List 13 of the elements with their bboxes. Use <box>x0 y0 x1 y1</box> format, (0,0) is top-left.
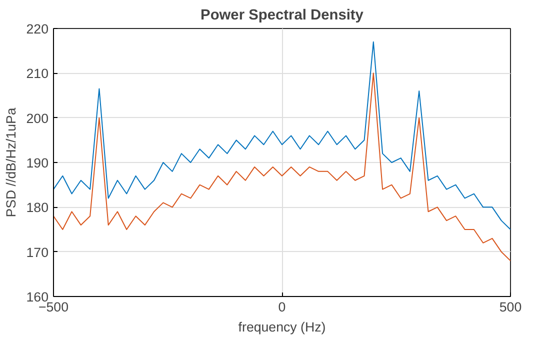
y-tick-label: 180 <box>26 200 49 216</box>
x-axis-title: frequency (Hz) <box>238 320 326 334</box>
chart-title: Power Spectral Density <box>200 8 364 24</box>
y-axis-title: PSD //dB/Hz/1uPa <box>3 107 18 218</box>
x-tick-label: 0 <box>278 300 286 314</box>
x-tick-label: 500 <box>499 300 522 314</box>
line-series <box>54 72 510 262</box>
line-series <box>54 41 510 230</box>
y-tick-label: 210 <box>26 66 49 82</box>
y-tick-label: 170 <box>26 244 49 260</box>
y-tick-label: 200 <box>26 110 49 126</box>
y-tick-label: 220 <box>26 22 49 36</box>
y-tick-label: 190 <box>26 156 49 170</box>
